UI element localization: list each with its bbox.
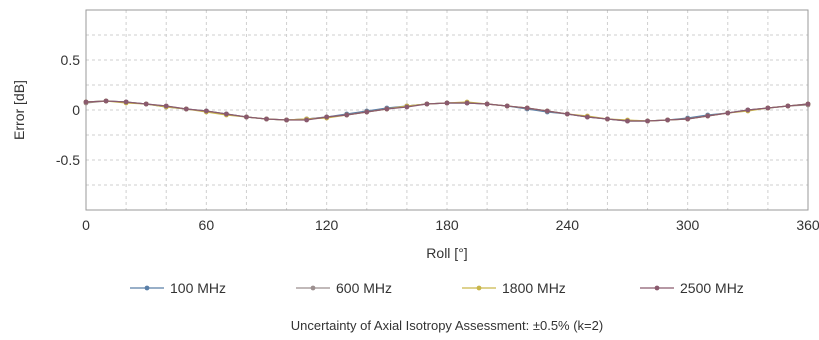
legend-label: 600 MHz [336,280,392,296]
axis-ticks: 0 60 120 180 240 300 360 0.5 0 -0.5 [56,52,819,233]
legend-label: 2500 MHz [680,280,744,296]
x-tick-label: 240 [556,217,580,233]
data-point [244,114,249,120]
legend: 100 MHz 600 MHz 1800 MHz 2500 MHz [130,280,744,296]
data-point [404,104,410,110]
data-point [584,114,590,120]
data-point [605,116,610,122]
legend-item: 600 MHz [296,280,392,296]
legend-label: 100 MHz [170,280,226,296]
x-tick-label: 300 [676,217,700,233]
x-tick-label: 60 [199,217,215,233]
data-point [203,108,209,114]
data-point [444,100,450,106]
data-point [424,101,430,107]
legend-swatch-marker [144,285,150,291]
data-point [83,99,89,105]
legend-item: 1800 MHz [462,280,566,296]
data-point [805,101,811,107]
y-tick-label: -0.5 [56,152,80,168]
legend-swatch-marker [654,285,660,291]
x-tick-label: 360 [796,217,819,233]
data-point [685,116,691,122]
y-tick-label: 0 [72,102,80,118]
data-point [625,118,630,124]
x-tick-label: 120 [315,217,339,233]
data-point [725,110,731,116]
series-2500-mhz [83,98,811,124]
data-point [544,108,550,114]
data-point [564,111,570,117]
data-point [665,117,671,123]
data-point [143,101,149,107]
data-point [284,117,289,123]
data-point [223,111,229,117]
data-point [364,109,370,115]
data-point [645,118,650,124]
legend-swatch-marker [476,285,482,291]
legend-item: 100 MHz [130,280,226,296]
data-point [264,116,269,122]
data-point [304,117,310,123]
x-tick-label: 180 [435,217,459,233]
plot-frame [85,9,809,211]
data-point [103,98,109,104]
data-point [705,113,711,119]
x-tick-label: 0 [82,217,90,233]
data-point [163,103,169,109]
data-point [745,107,751,113]
legend-swatch-marker [310,285,316,291]
x-axis-label: Roll [°] [426,245,467,261]
data-point [123,99,129,105]
legend-label: 1800 MHz [502,280,566,296]
data-point [384,106,390,112]
data-point [765,105,771,111]
data-point [183,106,189,112]
data-point [464,100,470,106]
legend-item: 2500 MHz [640,280,744,296]
y-axis-label: Error [dB] [11,80,27,140]
data-point [785,103,791,109]
data-point [324,114,330,120]
data-point [484,101,490,107]
data-point [344,112,350,118]
uncertainty-footnote: Uncertainty of Axial Isotropy Assessment… [291,318,603,333]
data-point [504,103,510,109]
series-group [83,98,811,124]
data-point [524,105,530,111]
y-tick-label: 0.5 [61,52,81,68]
